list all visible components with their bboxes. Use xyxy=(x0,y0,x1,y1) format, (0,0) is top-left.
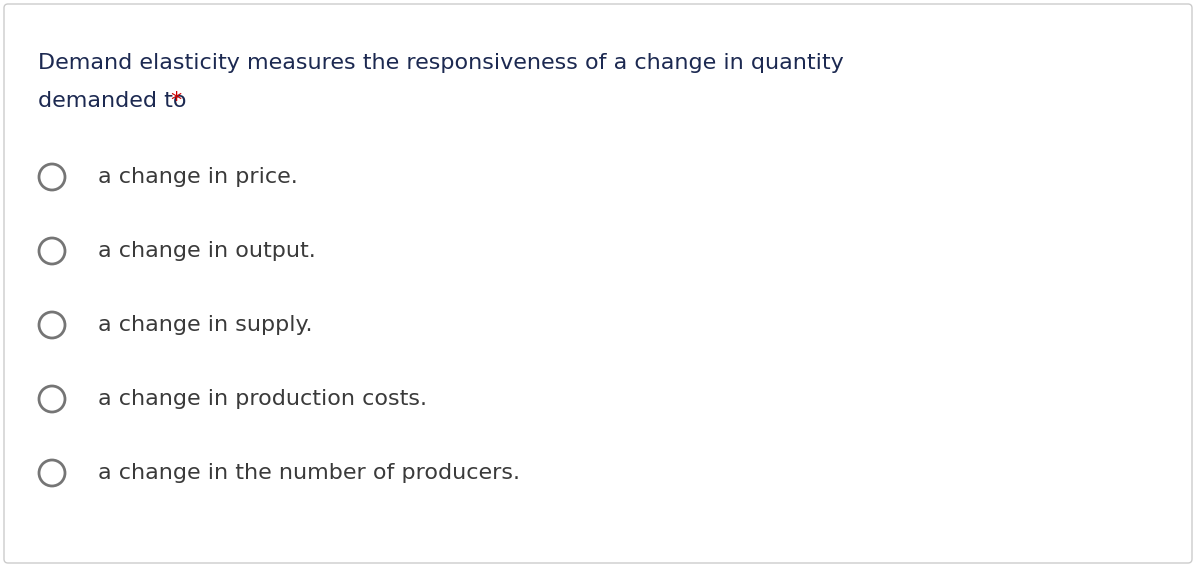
Text: a change in supply.: a change in supply. xyxy=(98,315,312,335)
Circle shape xyxy=(38,312,65,338)
Circle shape xyxy=(38,386,65,412)
Text: a change in production costs.: a change in production costs. xyxy=(98,389,427,409)
FancyBboxPatch shape xyxy=(4,4,1192,563)
Text: demanded to: demanded to xyxy=(38,91,193,111)
Circle shape xyxy=(38,460,65,486)
Text: a change in output.: a change in output. xyxy=(98,241,316,261)
Text: Demand elasticity measures the responsiveness of a change in quantity: Demand elasticity measures the responsiv… xyxy=(38,53,844,73)
Text: a change in the number of producers.: a change in the number of producers. xyxy=(98,463,520,483)
Text: a change in price.: a change in price. xyxy=(98,167,298,187)
Text: *: * xyxy=(170,91,181,111)
Circle shape xyxy=(38,238,65,264)
Circle shape xyxy=(38,164,65,190)
